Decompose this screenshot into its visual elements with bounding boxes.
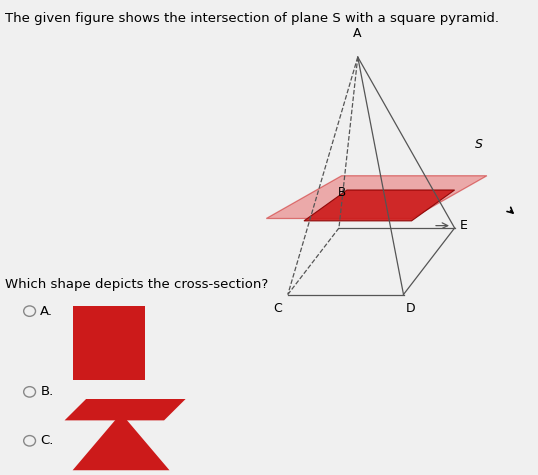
Polygon shape xyxy=(73,413,169,470)
Text: C.: C. xyxy=(40,434,54,447)
Text: D: D xyxy=(406,302,416,314)
Polygon shape xyxy=(304,190,455,221)
FancyBboxPatch shape xyxy=(73,306,145,380)
Polygon shape xyxy=(266,176,487,218)
Polygon shape xyxy=(65,399,186,420)
Text: S: S xyxy=(475,138,483,152)
Text: A: A xyxy=(352,28,361,40)
Text: B: B xyxy=(337,186,346,199)
Text: C: C xyxy=(274,302,282,314)
Text: B.: B. xyxy=(40,385,54,399)
Text: Which shape depicts the cross-section?: Which shape depicts the cross-section? xyxy=(5,278,268,291)
Text: E: E xyxy=(460,219,468,232)
Text: The given figure shows the intersection of plane S with a square pyramid.: The given figure shows the intersection … xyxy=(5,12,499,25)
Text: A.: A. xyxy=(40,304,53,318)
